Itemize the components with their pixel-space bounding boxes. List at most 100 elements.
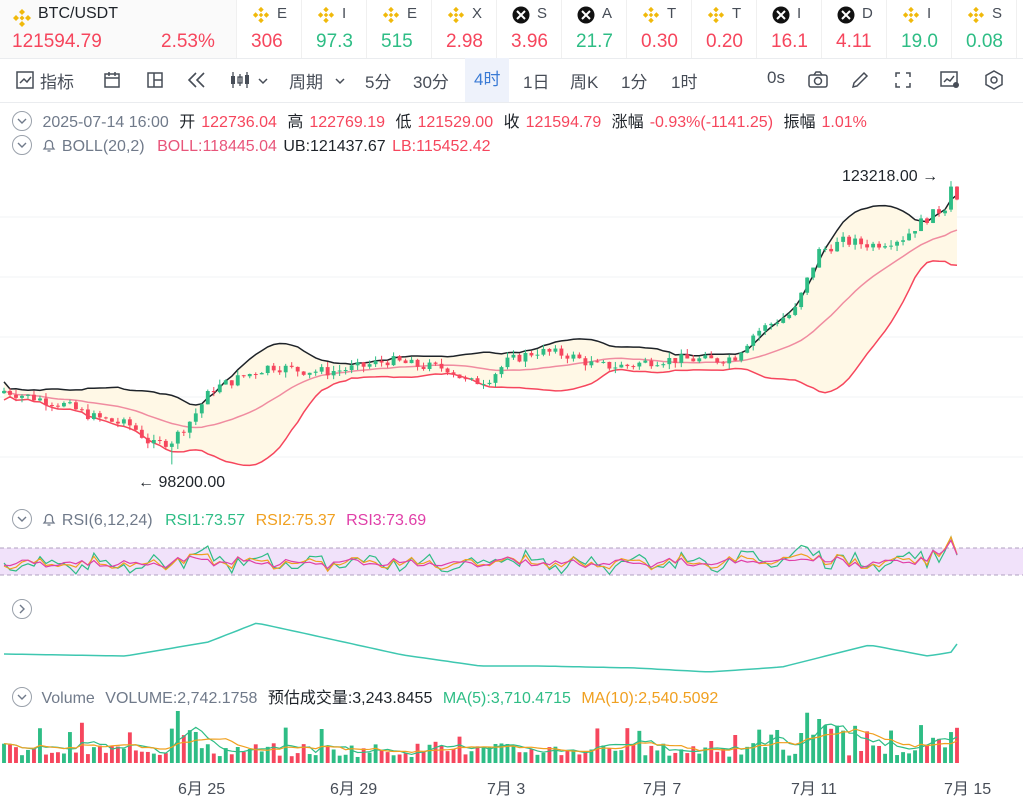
volume-chart[interactable] — [0, 705, 1023, 765]
candle-body — [199, 404, 204, 414]
interval-4h[interactable]: 4时 — [465, 58, 510, 102]
boll-mid-line — [3, 229, 958, 429]
pencil-icon[interactable] — [851, 71, 869, 89]
rewind-icon[interactable] — [187, 71, 207, 89]
interval-1m[interactable]: 1分 — [621, 73, 648, 92]
candle-body — [499, 367, 504, 375]
ticker-value: 515 — [381, 31, 413, 52]
candle-body — [859, 238, 864, 245]
ticker-item[interactable]: I 19.0 — [886, 0, 951, 58]
collapse-icon[interactable] — [12, 111, 32, 131]
bell-icon[interactable] — [41, 511, 57, 527]
ticker-item[interactable]: A 21.7 — [561, 0, 626, 58]
candle-body — [163, 440, 168, 447]
rsi-name: RSI(6,12,24) — [61, 512, 153, 529]
ticker-item[interactable]: S 0.08 — [951, 0, 1016, 58]
volume-bar — [271, 743, 276, 763]
ticker-item[interactable]: X 2.98 — [431, 0, 496, 58]
ticker-item[interactable]: T 0.30 — [626, 0, 691, 58]
volume-bar — [295, 753, 300, 763]
ticker-main-btcusdt[interactable]: BTC/USDT 121594.79 2.53% — [0, 0, 236, 58]
volume-bar — [913, 750, 917, 763]
volume-bar — [805, 712, 810, 763]
interval-1w[interactable]: 周K — [570, 73, 599, 92]
candle-body — [709, 355, 714, 359]
calendar-icon[interactable] — [103, 71, 121, 89]
candle-body — [457, 374, 462, 379]
indicator-icon[interactable] — [16, 71, 34, 89]
candle-body — [121, 419, 126, 424]
candle-body — [913, 231, 917, 234]
volume-bar — [517, 752, 522, 763]
candle-body — [805, 277, 810, 293]
volume-bar — [895, 755, 899, 763]
price-chart[interactable]: 123218.00 → ← 98200.00 — [0, 155, 1023, 505]
ohlc-open-label: 开 — [179, 114, 196, 131]
candle-body — [235, 375, 240, 386]
indicator-line-chart[interactable] — [0, 618, 1023, 678]
boll-name: BOLL(20,2) — [61, 138, 145, 155]
interval-1h[interactable]: 1时 — [671, 73, 698, 92]
candle-body — [727, 357, 732, 364]
candle-body — [50, 405, 54, 407]
candle-body — [151, 440, 156, 444]
interval-30m[interactable]: 30分 — [413, 73, 449, 92]
expand-icon[interactable] — [894, 71, 912, 89]
candle-body — [169, 443, 174, 447]
volume-bar — [937, 738, 941, 763]
ticker-name: X — [472, 5, 483, 22]
candle-body — [271, 365, 276, 371]
ticker-value: 4.11 — [836, 31, 872, 52]
boll-band-fill — [4, 194, 957, 466]
boll-lower-line — [3, 260, 958, 467]
chevron-down-icon[interactable] — [335, 76, 345, 86]
ticker-item[interactable]: I 16.1 — [756, 0, 821, 58]
candle-body — [769, 323, 774, 326]
indicators-button[interactable]: 指标 — [40, 73, 74, 92]
candle-body — [223, 380, 228, 385]
token-icon — [772, 6, 790, 24]
layout-icon[interactable] — [146, 71, 164, 89]
gear-icon[interactable] — [984, 70, 1004, 90]
ticker-item[interactable]: E 306 — [236, 0, 301, 58]
candle-body — [589, 361, 594, 366]
volume-bar — [175, 711, 180, 763]
candle-body — [283, 365, 288, 373]
candle-body — [655, 365, 660, 367]
volume-bar — [415, 743, 420, 763]
bell-icon[interactable] — [41, 137, 57, 153]
volume-bar — [385, 752, 390, 763]
ticker-item[interactable]: S 3.96 — [496, 0, 561, 58]
volume-bar — [44, 754, 48, 763]
candle-body — [565, 355, 570, 359]
collapse-icon[interactable] — [12, 687, 32, 707]
chart-type-candle-icon[interactable] — [229, 71, 251, 89]
ticker-item[interactable]: T 0.20 — [691, 0, 756, 58]
candle-body — [667, 357, 672, 365]
volume-bar — [349, 745, 354, 763]
interval-5m[interactable]: 5分 — [365, 73, 392, 92]
volume-bar — [325, 745, 330, 763]
candle-body — [38, 398, 42, 401]
volume-bar — [457, 736, 462, 763]
chevron-down-icon[interactable] — [258, 76, 268, 86]
candle-body — [247, 374, 252, 377]
collapse-icon[interactable] — [12, 135, 32, 155]
candle-body — [211, 391, 216, 393]
ticker-item[interactable]: I 97.3 — [301, 0, 366, 58]
ticker-item[interactable]: 24. — [1016, 0, 1023, 58]
ticker-item[interactable]: D 4.11 — [821, 0, 886, 58]
volume-bar — [763, 747, 768, 763]
ticker-item[interactable]: E 515 — [366, 0, 431, 58]
collapse-icon[interactable] — [12, 509, 32, 529]
camera-icon[interactable] — [808, 71, 828, 89]
interval-1d[interactable]: 1日 — [523, 73, 550, 92]
expand-panel-icon[interactable] — [12, 599, 32, 619]
volume-bar — [439, 745, 444, 763]
ticker-name: E — [277, 5, 288, 22]
candle-body — [379, 360, 384, 363]
chart-settings-icon[interactable] — [940, 71, 960, 89]
period-button[interactable]: 周期 — [289, 73, 323, 92]
rsi-chart[interactable] — [0, 535, 1023, 585]
time-setting-button[interactable]: 0s — [767, 68, 785, 87]
